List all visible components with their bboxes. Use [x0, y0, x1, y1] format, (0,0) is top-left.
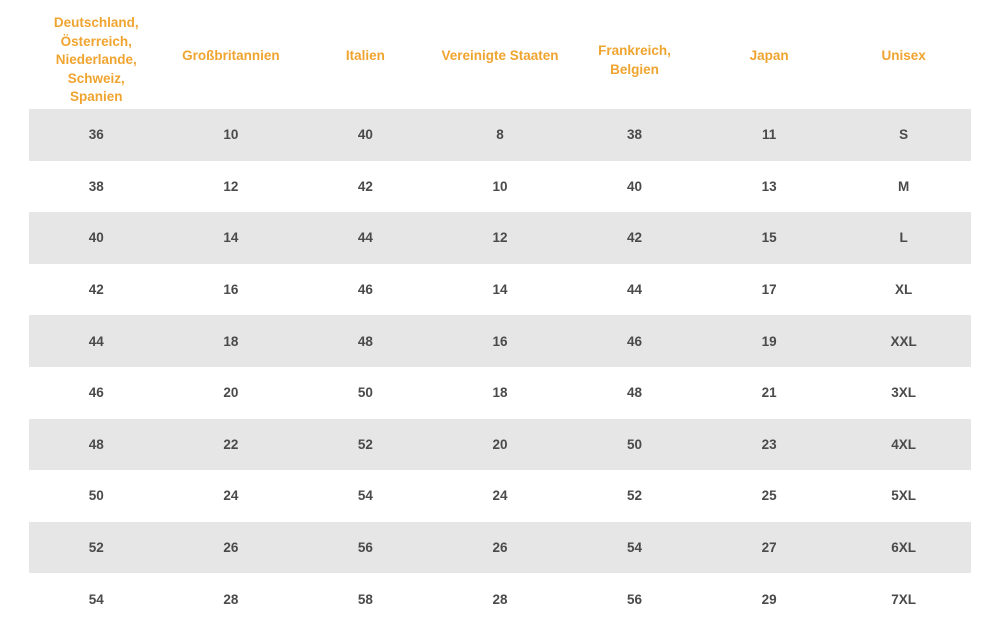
- table-cell: XL: [895, 282, 913, 298]
- table-cell: 50: [88, 488, 104, 504]
- table-cell: 18: [223, 333, 239, 349]
- table-cell: 6XL: [891, 540, 917, 556]
- table-cell: 29: [761, 591, 777, 607]
- table-cell: 23: [761, 436, 777, 452]
- table-cell: 28: [492, 591, 508, 607]
- table-row: 40 14 44 12 42 15 L: [29, 212, 971, 264]
- table-cell: 48: [357, 333, 373, 349]
- table-cell: 40: [88, 230, 104, 246]
- table-cell: 11: [761, 127, 777, 143]
- table-cell: 15: [761, 230, 777, 246]
- table-cell: 58: [357, 591, 373, 607]
- table-cell: 56: [627, 591, 643, 607]
- column-header: Deutschland, Österreich, Niederlande, Sc…: [53, 15, 139, 105]
- table-cell: 18: [492, 385, 508, 401]
- table-cell: 24: [492, 488, 508, 504]
- table-cell: 54: [88, 591, 104, 607]
- table-row: 54 28 58 28 56 29 7XL: [29, 573, 971, 625]
- table-cell: 19: [761, 333, 777, 349]
- table-header-row: Deutschland, Österreich, Niederlande, Sc…: [29, 0, 971, 109]
- table-cell: 12: [492, 230, 508, 246]
- table-cell: 52: [357, 436, 373, 452]
- table-cell: 56: [357, 540, 373, 556]
- table-cell: 44: [88, 333, 104, 349]
- table-cell: 24: [223, 488, 239, 504]
- table-row: 52 26 56 26 54 27 6XL: [29, 521, 971, 574]
- size-conversion-table: Deutschland, Österreich, Niederlande, Sc…: [29, 0, 971, 625]
- table-cell: 40: [357, 127, 373, 143]
- table-cell: 38: [88, 178, 104, 194]
- table-cell: 26: [223, 540, 239, 556]
- table-cell: 12: [223, 178, 239, 194]
- table-cell: 16: [492, 333, 508, 349]
- table-cell: 42: [88, 282, 104, 298]
- table-row: 42 16 46 14 44 17 XL: [29, 264, 971, 316]
- table-cell: 27: [761, 540, 777, 556]
- column-header: Italien: [345, 48, 385, 63]
- table-cell: 10: [223, 127, 239, 143]
- table-cell: 4XL: [891, 436, 917, 452]
- table-cell: 46: [627, 333, 643, 349]
- table-cell: 14: [223, 230, 239, 246]
- column-header: Frankreich, Belgien: [598, 43, 671, 77]
- table-cell: 44: [627, 282, 643, 298]
- table-cell: 44: [357, 230, 373, 246]
- table-cell: 17: [761, 282, 777, 298]
- table-row: 46 20 50 18 48 21 3XL: [29, 367, 971, 419]
- table-body: 36 10 40 8 38 11 S 38 12 42 10 40 13 M 40 14 44 12 42 15 L 42…: [29, 109, 971, 625]
- table-cell: 40: [627, 178, 643, 194]
- table-cell: 48: [627, 385, 643, 401]
- table-cell: 46: [357, 282, 373, 298]
- table-cell: 13: [761, 178, 777, 194]
- table-cell: 25: [761, 488, 777, 504]
- table-cell: 3XL: [891, 385, 917, 401]
- table-row: 48 22 52 20 50 23 4XL: [29, 418, 971, 471]
- column-header: Großbritannien: [182, 48, 280, 63]
- table-cell: 16: [223, 282, 239, 298]
- table-cell: 22: [223, 436, 239, 452]
- table-cell: 52: [627, 488, 643, 504]
- table-row: 44 18 48 16 46 19 XXL: [29, 315, 971, 367]
- table-cell: 8: [496, 127, 504, 143]
- table-row: 36 10 40 8 38 11 S: [29, 109, 971, 161]
- table-cell: 20: [492, 436, 508, 452]
- table-cell: 10: [492, 178, 508, 194]
- table-cell: 50: [627, 436, 643, 452]
- table-cell: 21: [761, 385, 777, 401]
- table-cell: 46: [88, 385, 104, 401]
- table-cell: 54: [357, 488, 373, 504]
- table-cell: M: [898, 178, 910, 194]
- table-cell: 7XL: [891, 591, 917, 607]
- table-cell: 48: [88, 436, 104, 452]
- table-cell: 26: [492, 540, 508, 556]
- table-cell: 14: [492, 282, 508, 298]
- table-cell: L: [899, 230, 908, 246]
- table-cell: S: [899, 127, 909, 143]
- column-header: Vereinigte Staaten: [441, 48, 559, 63]
- table-cell: 42: [357, 178, 373, 194]
- table-row: 38 12 42 10 40 13 M: [29, 161, 971, 213]
- column-header: Japan: [749, 48, 789, 63]
- table-cell: 36: [88, 127, 104, 143]
- table-cell: 38: [627, 127, 643, 143]
- table-cell: 52: [88, 540, 104, 556]
- table-cell: XXL: [890, 333, 917, 349]
- table-cell: 50: [357, 385, 373, 401]
- table-cell: 54: [627, 540, 643, 556]
- table-row: 50 24 54 24 52 25 5XL: [29, 470, 971, 522]
- table-cell: 20: [223, 385, 239, 401]
- table-cell: 42: [627, 230, 643, 246]
- table-cell: 5XL: [891, 488, 917, 504]
- column-header: Unisex: [881, 48, 926, 63]
- table-cell: 28: [223, 591, 239, 607]
